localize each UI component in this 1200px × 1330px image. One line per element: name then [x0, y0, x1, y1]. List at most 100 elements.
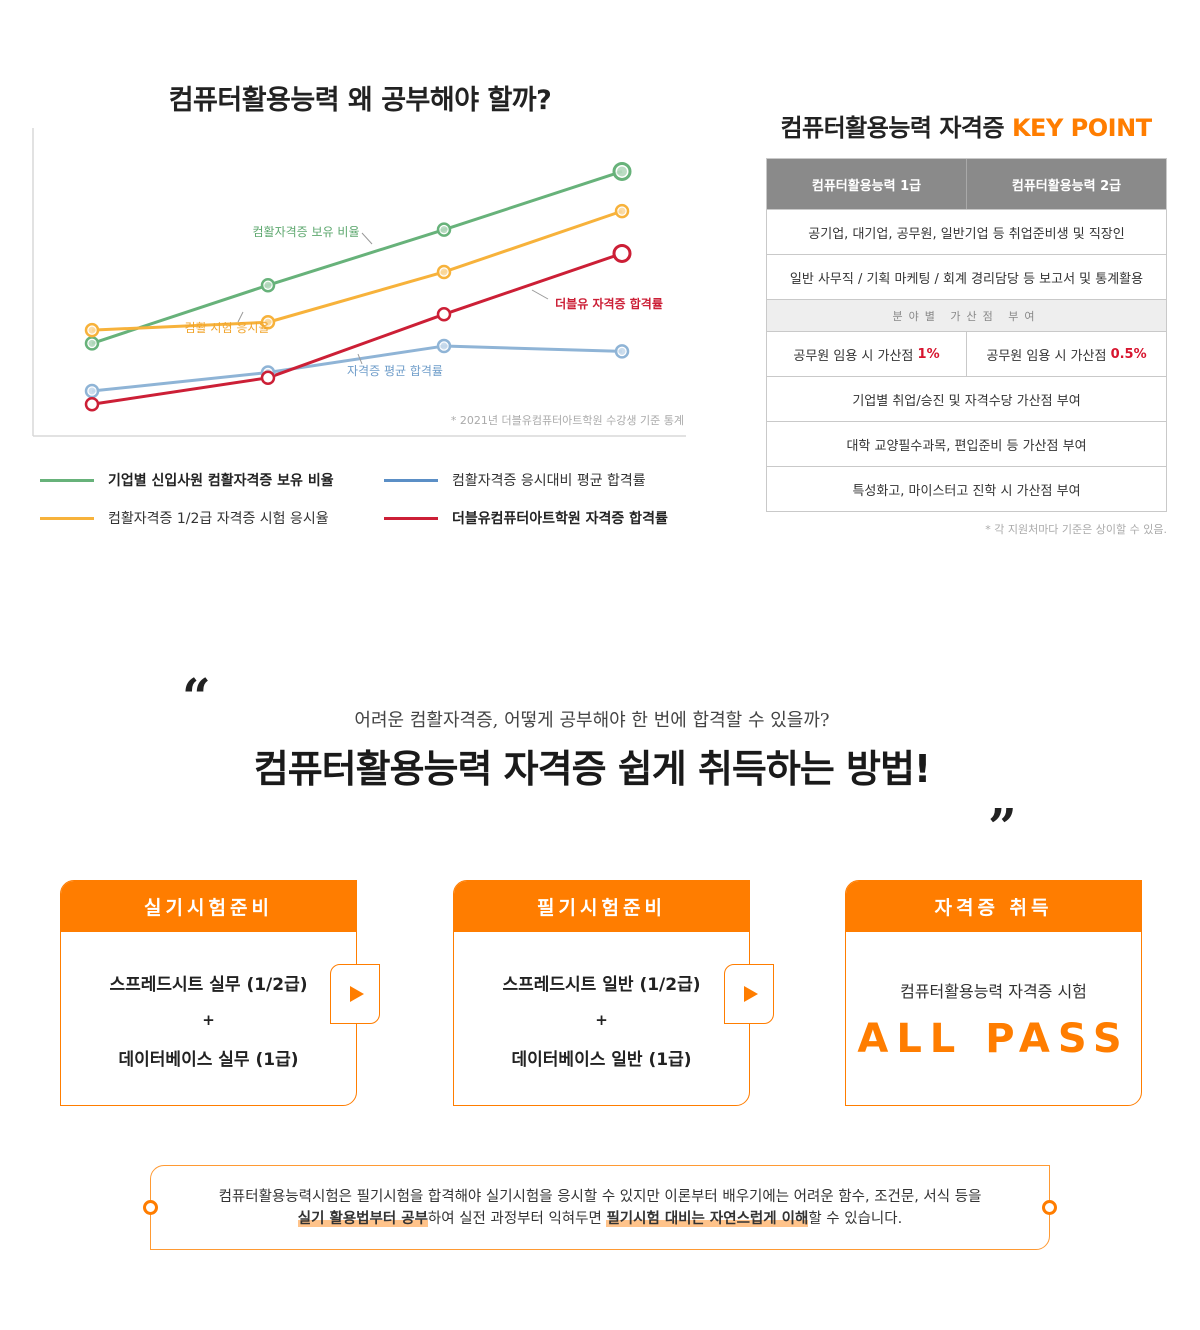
- data-point-fill-blue: [88, 387, 96, 395]
- legend-label: 컴활자격증 1/2급 자격증 시험 응시율: [108, 511, 329, 527]
- data-point-fill-blue: [618, 347, 626, 355]
- close-quote-icon: ”: [988, 797, 1017, 856]
- table-cell-points-level1: 공무원 임용 시 가산점 1%: [767, 332, 966, 376]
- data-point-fill-green: [440, 226, 448, 234]
- data-point-fill-blue: [440, 342, 448, 350]
- data-point-blue: [436, 338, 452, 354]
- legend-item-blue: 컴활자격증 응시대비 평균 합격률: [384, 470, 646, 490]
- data-point-red: [612, 243, 632, 263]
- data-point-fill-green: [617, 166, 627, 177]
- data-point-fill-orange: [264, 318, 272, 326]
- highlight-text: 실기 활용법부터 공부: [297, 1210, 428, 1227]
- table-cell: 공기업, 대기업, 공무원, 일반기업 등 취업준비생 및 직장인: [808, 226, 1125, 242]
- legend-swatch-green: [40, 478, 94, 482]
- highlight-text: 필기시험 대비는 자연스럽게 이해: [606, 1210, 809, 1227]
- card-line: 스프레드시트 실무 (1/2급): [109, 974, 308, 995]
- chart-title: 컴퓨터활용능력 왜 공부해야 할까?: [168, 85, 552, 116]
- legend-label: 컴활자격증 응시대비 평균 합격률: [452, 473, 646, 489]
- table-header-level2: 컴퓨터활용능력 2급: [966, 159, 1166, 209]
- table-row: 일반 사무직 / 기획 마케팅 / 회계 경리담당 등 보고서 및 통계활용: [767, 254, 1166, 299]
- card-line: 데이터베이스 일반 (1급): [511, 1049, 692, 1070]
- right-dot-icon: [1042, 1200, 1057, 1215]
- card-line: 스프레드시트 일반 (1/2급): [502, 974, 701, 995]
- label-leader-green: [361, 232, 373, 245]
- label-red: 더블유 자격증 합격률: [555, 296, 663, 311]
- play-triangle-icon: [349, 986, 364, 1002]
- legend-swatch-blue: [384, 478, 438, 482]
- series-line-orange: [91, 209, 623, 332]
- data-point-fill-green: [88, 339, 96, 347]
- card-plus: +: [202, 1010, 215, 1029]
- data-point-orange: [614, 203, 630, 219]
- table-cell: 대학 교양필수과목, 편입준비 등 가산점 부여: [846, 438, 1087, 454]
- next-arrow-icon: [724, 964, 774, 1024]
- legend-swatch-orange: [40, 516, 94, 520]
- info-line-2: 실기 활용법부터 공부하여 실전 과정부터 익혀두면 필기시험 대비는 자연스럽…: [297, 1208, 902, 1230]
- points-text: 공무원 임용 시 가산점: [793, 348, 914, 364]
- series-line-green: [91, 170, 623, 345]
- table-row: 공무원 임용 시 가산점 1% 공무원 임용 시 가산점 0.5%: [767, 331, 1166, 376]
- method-subtitle: 어려운 컴활자격증, 어떻게 공부해야 한 번에 합격할 수 있을까?: [354, 710, 830, 731]
- card-line: 데이터베이스 실무 (1급): [118, 1049, 299, 1070]
- table-row: 공기업, 대기업, 공무원, 일반기업 등 취업준비생 및 직장인: [767, 209, 1166, 254]
- keypoint-note: * 각 지원처마다 기준은 상이할 수 있음.: [985, 523, 1167, 536]
- card-pass-subtitle: 컴퓨터활용능력 자격증 시험: [900, 981, 1087, 1001]
- method-title: 컴퓨터활용능력 자격증 쉽게 취득하는 방법!: [253, 747, 932, 791]
- keypoint-table: 컴퓨터활용능력 1급 컴퓨터활용능력 2급 공기업, 대기업, 공무원, 일반기…: [766, 158, 1167, 512]
- label-leader-orange: [237, 311, 244, 323]
- data-point-fill-orange: [618, 207, 626, 215]
- keypoint-title-accent: KEY POINT: [1011, 114, 1152, 142]
- left-dot-icon: [143, 1200, 158, 1215]
- legend-label: 더블유컴퓨터아트학원 자격증 합격률: [452, 511, 668, 527]
- line-chart: 컴활자격증 보유 비율 컴활 시험 응시율 자격증 평균 합격률 더블유 자격증…: [0, 120, 720, 450]
- keypoint-title-text: 컴퓨터활용능력 자격증: [780, 114, 1005, 142]
- legend-item-red: 더블유컴퓨터아트학원 자격증 합격률: [384, 508, 668, 528]
- step-card-practical: 실기시험준비 스프레드시트 실무 (1/2급) + 데이터베이스 실무 (1급): [60, 880, 357, 1106]
- line-chart-svg: 컴활자격증 보유 비율 컴활 시험 응시율 자격증 평균 합격률 더블유 자격증…: [32, 128, 686, 437]
- points-value: 0.5%: [1110, 346, 1147, 362]
- legend-swatch-red: [384, 516, 438, 520]
- card-header: 실기시험준비: [61, 881, 356, 932]
- data-point-orange: [436, 264, 452, 280]
- next-arrow-icon: [330, 964, 380, 1024]
- data-point-orange: [260, 314, 276, 330]
- series-line-blue: [91, 344, 623, 393]
- table-row: 특성화고, 마이스터고 진학 시 가산점 부여: [767, 466, 1166, 511]
- table-header-row: 컴퓨터활용능력 1급 컴퓨터활용능력 2급: [767, 159, 1166, 209]
- card-body: 스프레드시트 일반 (1/2급) + 데이터베이스 일반 (1급): [454, 932, 749, 1105]
- data-point-fill-orange: [440, 268, 448, 276]
- data-point-fill-orange: [88, 326, 96, 334]
- all-pass-text: ALL PASS: [857, 1015, 1130, 1062]
- data-point-green: [612, 161, 632, 181]
- data-point-red: [84, 397, 100, 412]
- card-header: 자격증 취득: [846, 881, 1141, 932]
- data-point-green: [260, 277, 276, 293]
- label-leader-blue: [357, 353, 363, 365]
- series-layer: [84, 161, 632, 412]
- legend-item-orange: 컴활자격증 1/2급 자격증 시험 응시율: [40, 508, 329, 528]
- card-plus: +: [595, 1010, 608, 1029]
- info-text: 하여 실전 과정부터 익혀두면: [427, 1210, 607, 1227]
- table-header-level1: 컴퓨터활용능력 1급: [811, 178, 922, 194]
- keypoint-title: 컴퓨터활용능력 자격증 KEY POINT: [766, 108, 1166, 143]
- legend-label: 기업별 신입사원 컴활자격증 보유 비율: [108, 473, 334, 489]
- data-point-blue: [614, 344, 630, 359]
- step-card-written: 필기시험준비 스프레드시트 일반 (1/2급) + 데이터베이스 일반 (1급): [453, 880, 750, 1106]
- table-subheader: 분야별 가산점 부여: [892, 309, 1041, 323]
- play-triangle-icon: [743, 986, 758, 1002]
- label-leader-red: [531, 289, 549, 300]
- table-cell: 일반 사무직 / 기획 마케팅 / 회계 경리담당 등 보고서 및 통계활용: [789, 271, 1144, 287]
- data-point-red: [260, 370, 276, 386]
- table-subheader-row: 분야별 가산점 부여: [767, 299, 1166, 331]
- data-point-green: [436, 222, 452, 237]
- data-point-orange: [84, 322, 100, 338]
- data-point-fill-green: [264, 281, 272, 289]
- legend-item-green: 기업별 신입사원 컴활자격증 보유 비율: [40, 470, 334, 490]
- table-row: 기업별 취업/승진 및 자격수당 가산점 부여: [767, 376, 1166, 421]
- points-value: 1%: [917, 346, 940, 362]
- points-text: 공무원 임용 시 가산점: [986, 348, 1107, 364]
- card-header: 필기시험준비: [454, 881, 749, 932]
- label-blue: 자격증 평균 합격률: [347, 364, 443, 378]
- open-quote-icon: “: [182, 667, 211, 726]
- info-box: 컴퓨터활용능력시험은 필기시험을 합격해야 실기시험을 응시할 수 있지만 이론…: [143, 1165, 1057, 1250]
